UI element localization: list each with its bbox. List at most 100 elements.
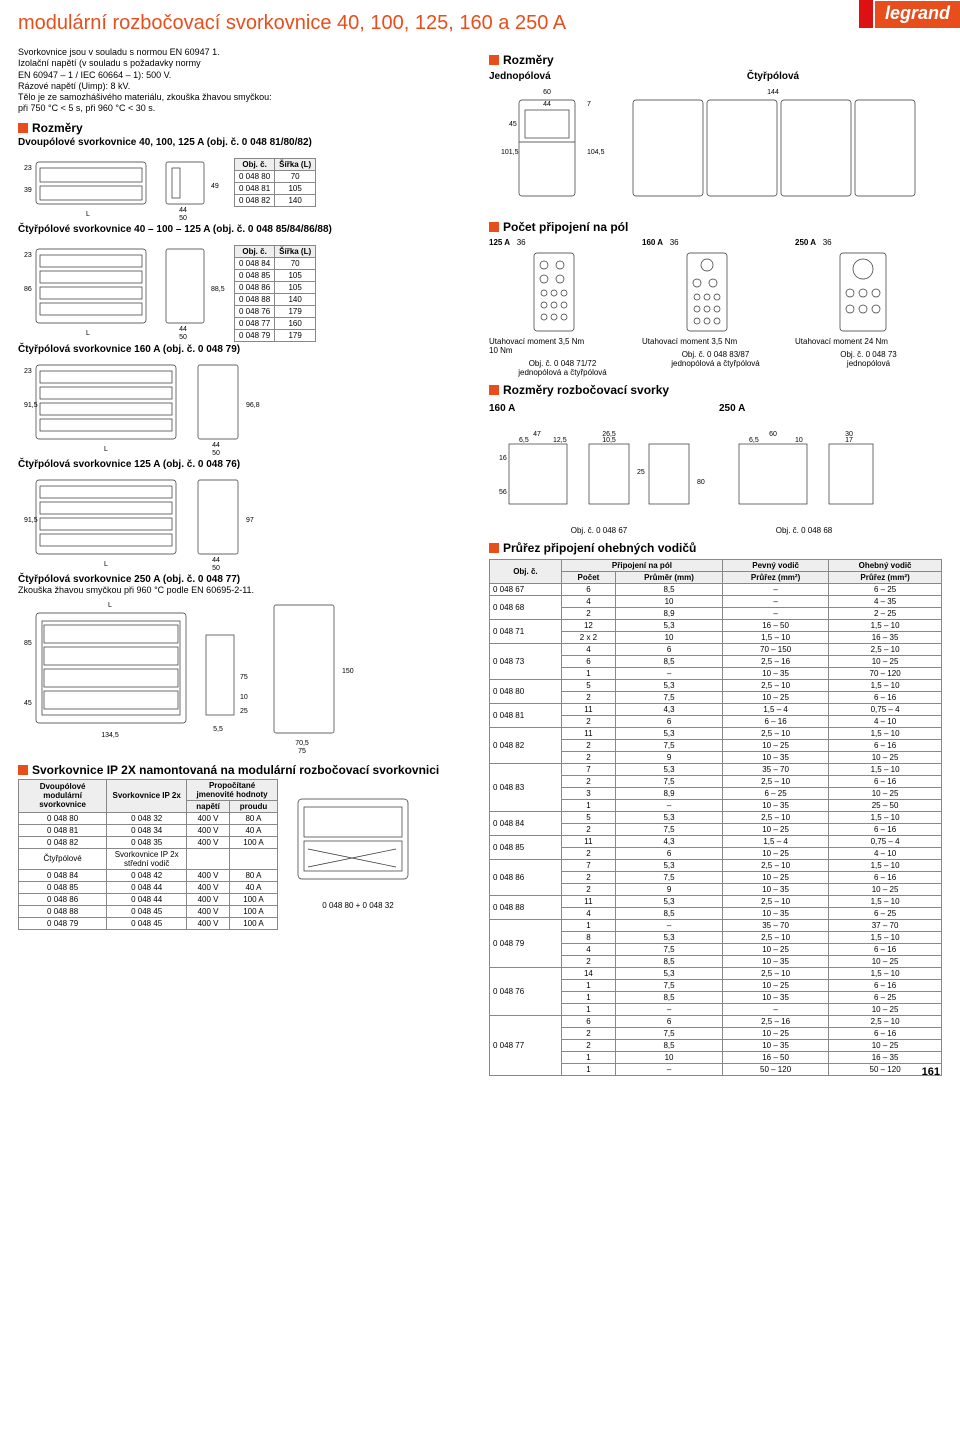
prurez-cell: 2,5 – 16: [723, 1016, 829, 1028]
prurez-cell: 5,3: [616, 728, 723, 740]
svg-text:47: 47: [533, 431, 541, 438]
prurez-cell: 4,3: [616, 704, 723, 716]
svg-text:70,5: 70,5: [295, 740, 309, 747]
svg-text:134,5: 134,5: [101, 732, 119, 739]
ctyr160-subhead: Čtyřpólová svorkovnice 160 A (obj. č. 0 …: [18, 344, 471, 355]
prurez-cell: 10 – 25: [829, 956, 942, 968]
pole-250: 250 A 36 Utahovací moment 24 Nm Obj. č. …: [795, 238, 942, 377]
svg-text:104,5: 104,5: [587, 149, 605, 156]
prurez-cell: 7,5: [616, 872, 723, 884]
prurez-cell: 2,5 – 10: [723, 812, 829, 824]
prurez-obj: 0 048 71: [490, 620, 562, 644]
prurez-cell: 2: [561, 692, 615, 704]
prurez-cell: 2,5 – 10: [723, 776, 829, 788]
dim-row-2: 23 86 L 88,5 44 50 Obj. č.Šířka (L) 0 04…: [18, 239, 471, 342]
svg-text:150: 150: [342, 668, 354, 675]
diagram-svorky-250: 60 6,5 10 30 17: [719, 414, 889, 524]
svg-text:44: 44: [212, 442, 220, 449]
prurez-obj: 0 048 85: [490, 836, 562, 860]
prurez-cell: –: [616, 920, 723, 932]
prurez-cell: 2,5 – 10: [723, 896, 829, 908]
prurez-cell: 10 – 35: [723, 668, 829, 680]
prurez-cell: 6: [616, 1016, 723, 1028]
diagram-ctyrpolova: 144: [623, 82, 923, 212]
poles-row: 125 A 36 Utahovací moment 3,5 Nm 10 Nm O…: [489, 238, 942, 377]
prurez-cell: 10 – 25: [723, 824, 829, 836]
prurez-cell: 6: [616, 716, 723, 728]
prurez-cell: 4 – 10: [829, 716, 942, 728]
prurez-cell: 10 – 25: [723, 944, 829, 956]
section-prurez: Průřez připojení ohebných vodičů: [489, 541, 942, 555]
prurez-cell: 10 – 35: [723, 956, 829, 968]
svg-text:60: 60: [543, 89, 551, 96]
ip2x-figure: 0 048 80 + 0 048 32: [288, 779, 428, 910]
prurez-obj: 0 048 68: [490, 596, 562, 620]
prurez-cell: 1,5 – 10: [723, 632, 829, 644]
prurez-cell: 7: [561, 860, 615, 872]
bullet-icon: [489, 55, 499, 65]
section-rozmery-right: Rozměry: [489, 53, 942, 67]
svg-text:39: 39: [24, 187, 32, 194]
svg-text:L: L: [108, 602, 112, 609]
col-left: Svorkovnice jsou v souladu s normou EN 6…: [18, 47, 471, 1076]
prurez-cell: 4: [561, 908, 615, 920]
brand-bar: legrand: [859, 0, 960, 28]
prurez-cell: 1: [561, 980, 615, 992]
prurez-cell: 1: [561, 920, 615, 932]
prurez-cell: 2: [561, 776, 615, 788]
intro-text: Svorkovnice jsou v souladu s normou EN 6…: [18, 47, 471, 115]
prurez-cell: 4 – 10: [829, 848, 942, 860]
prurez-cell: 10 – 25: [723, 1028, 829, 1040]
prurez-cell: 7,5: [616, 776, 723, 788]
svg-text:L: L: [104, 561, 108, 568]
prurez-cell: –: [616, 800, 723, 812]
prurez-cell: 6 – 16: [829, 692, 942, 704]
brand-red-block: [859, 0, 873, 28]
pole-160: 160 A 36 Utahovací moment 3,5 Nm Obj. č.…: [642, 238, 789, 377]
prurez-cell: 8,9: [616, 788, 723, 800]
prurez-cell: 8,5: [616, 956, 723, 968]
prurez-cell: 2,5 – 10: [723, 932, 829, 944]
prurez-cell: 6 – 16: [829, 980, 942, 992]
prurez-cell: 1,5 – 10: [829, 680, 942, 692]
prurez-cell: 1,5 – 10: [829, 860, 942, 872]
prurez-cell: 70 – 150: [723, 644, 829, 656]
prurez-cell: 5: [561, 812, 615, 824]
prurez-cell: 4,3: [616, 836, 723, 848]
page-number: 161: [922, 1066, 940, 1078]
prurez-cell: 10 – 25: [829, 1004, 942, 1016]
prurez-cell: 70 – 120: [829, 668, 942, 680]
prurez-cell: 8,5: [616, 584, 723, 596]
bullet-icon: [18, 765, 28, 775]
prurez-cell: 5,3: [616, 764, 723, 776]
prurez-cell: 6: [561, 1016, 615, 1028]
svg-text:7: 7: [587, 101, 591, 108]
prurez-cell: 10 – 25: [829, 884, 942, 896]
prurez-cell: 6: [561, 584, 615, 596]
prurez-cell: 4: [561, 944, 615, 956]
prurez-cell: 16 – 50: [723, 620, 829, 632]
svg-text:44: 44: [543, 101, 551, 108]
ctyr250-subhead: Čtyřpólová svorkovnice 250 A (obj. č. 0 …: [18, 574, 471, 585]
svg-text:23: 23: [24, 252, 32, 259]
section-pocet: Počet připojení na pól: [489, 220, 942, 234]
diagram-svorky-160: 47 6,5 12,5 26,5 10,5 25 16 56 80: [489, 414, 709, 524]
prurez-cell: 2,5 – 10: [723, 968, 829, 980]
prurez-obj: 0 048 84: [490, 812, 562, 836]
prurez-cell: 16 – 35: [829, 632, 942, 644]
bullet-icon: [489, 222, 499, 232]
prurez-cell: 7,5: [616, 1028, 723, 1040]
prurez-cell: 12: [561, 620, 615, 632]
dvoupolove-subhead: Dvoupólové svorkovnice 40, 100, 125 A (o…: [18, 137, 471, 148]
prurez-cell: 6 – 16: [829, 944, 942, 956]
prurez-cell: 6 – 25: [829, 908, 942, 920]
col-right: Rozměry Jednopólová 60 44 7 101,5: [489, 47, 942, 1076]
prurez-cell: 5,3: [616, 812, 723, 824]
svg-text:44: 44: [212, 557, 220, 564]
svg-text:50: 50: [179, 215, 187, 222]
prurez-obj: 0 048 82: [490, 728, 562, 764]
prurez-cell: 6: [561, 656, 615, 668]
svg-text:25: 25: [240, 708, 248, 715]
prurez-cell: 1: [561, 1052, 615, 1064]
prurez-cell: 8,9: [616, 608, 723, 620]
